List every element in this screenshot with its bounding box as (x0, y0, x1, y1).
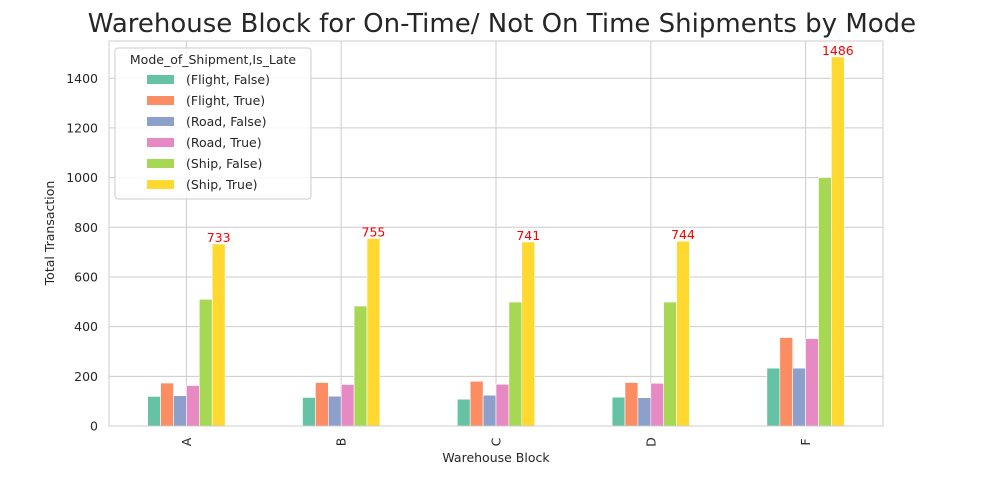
bar (173, 395, 187, 427)
y-tick-label: 400 (74, 319, 98, 334)
legend-items: (Flight, False) (Flight, True) (Road, Fals… (147, 72, 270, 192)
x-tick-label: B (334, 438, 349, 447)
data-labels: 733 755 741 744 1486 (207, 43, 854, 245)
legend-entry: (Ship, False) (186, 156, 262, 171)
bar (315, 382, 329, 427)
bar (340, 384, 355, 427)
bars (147, 56, 845, 427)
legend-swatch (147, 180, 174, 189)
bar (818, 177, 832, 427)
y-tick-label: 600 (74, 269, 98, 284)
bar (792, 367, 806, 427)
bar (521, 241, 535, 427)
bar (831, 56, 845, 427)
y-axis-label: Total Transaction (42, 181, 57, 287)
bar (663, 301, 677, 427)
plot-frame (108, 40, 884, 427)
legend-swatch (147, 75, 174, 84)
x-tick-label: A (179, 437, 194, 446)
legend-swatch (147, 138, 174, 147)
bar (650, 382, 664, 427)
x-tick-label: D (643, 437, 658, 447)
bar (637, 397, 652, 427)
bar (469, 380, 484, 427)
data-label: 741 (516, 228, 540, 243)
legend-entry: (Road, True) (186, 135, 262, 150)
legend-swatch (147, 117, 174, 126)
y-axis-ticks: 0 200 400 600 800 1000 1200 1400 (66, 71, 98, 434)
legend-swatch (147, 159, 174, 168)
legend: Mode_of_Shipment,Is_Late (Flight, False)… (114, 47, 312, 200)
bar (160, 382, 174, 427)
data-label: 1486 (822, 43, 854, 58)
legend-title: Mode_of_Shipment,Is_Late (130, 52, 297, 67)
y-tick-label: 800 (74, 220, 98, 235)
legend-entry: (Flight, False) (186, 72, 270, 87)
y-tick-label: 0 (90, 419, 98, 434)
bar (199, 299, 213, 427)
bar (508, 301, 523, 427)
bar (186, 385, 200, 427)
bar (805, 338, 819, 427)
chart-title: Warehouse Block for On-Time/ Not On Time… (88, 9, 916, 39)
bar (624, 382, 639, 427)
bar (327, 395, 342, 427)
x-tick-label: C (489, 437, 504, 446)
bar (611, 396, 626, 427)
legend-entry: (Ship, True) (186, 177, 258, 192)
bar (779, 337, 793, 427)
bar (766, 367, 781, 427)
legend-swatch (147, 96, 174, 105)
bar (147, 396, 161, 427)
y-tick-label: 1200 (66, 120, 98, 135)
bar (211, 243, 226, 427)
y-tick-label: 1400 (66, 71, 98, 86)
legend-entry: (Road, False) (186, 114, 266, 129)
bar (482, 394, 497, 427)
legend-entry: (Flight, True) (186, 93, 265, 108)
bar (456, 398, 471, 427)
data-label: 733 (207, 230, 231, 245)
x-tick-label: F (798, 438, 813, 445)
data-label: 755 (362, 224, 386, 239)
bar (366, 238, 381, 427)
bar (676, 240, 690, 427)
bar (353, 305, 368, 427)
data-label: 744 (671, 227, 695, 242)
bar (302, 397, 316, 427)
y-tick-label: 1000 (66, 170, 98, 185)
bar (495, 383, 510, 427)
x-axis-label: Warehouse Block (442, 450, 550, 465)
y-tick-label: 200 (74, 369, 98, 384)
